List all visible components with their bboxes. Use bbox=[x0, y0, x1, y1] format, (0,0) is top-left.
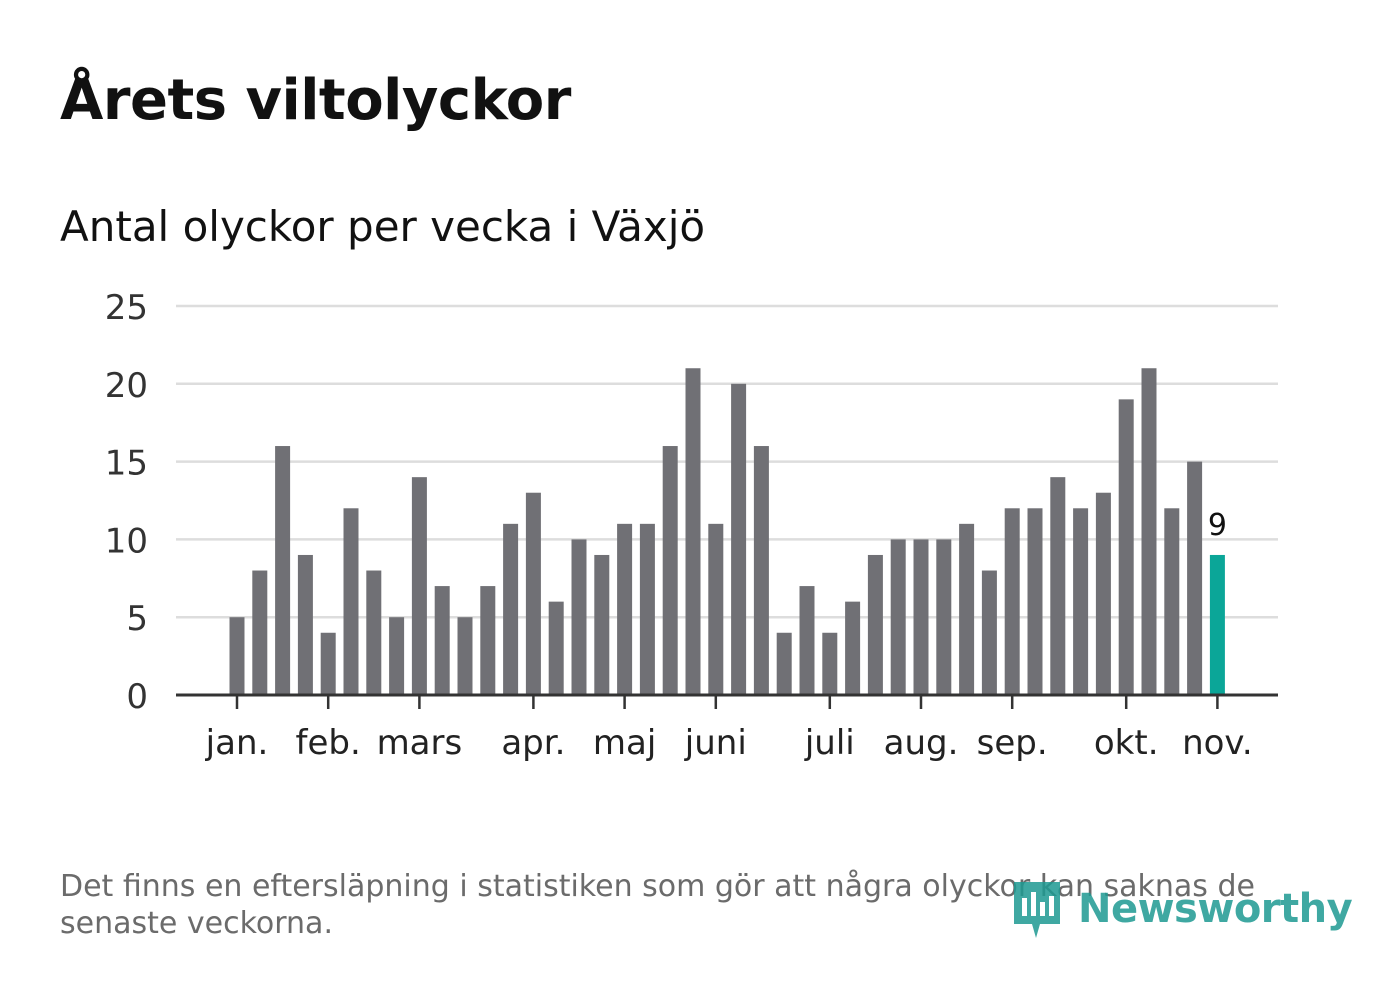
bar-week-41 bbox=[1141, 368, 1157, 695]
bar-week-16 bbox=[571, 539, 587, 695]
y-tick-label-15: 15 bbox=[105, 444, 148, 484]
bar-week-28 bbox=[845, 601, 861, 695]
data-labels: 9 bbox=[1208, 508, 1227, 543]
bar-week-38 bbox=[1073, 508, 1089, 695]
bar-week-23 bbox=[731, 383, 747, 695]
bar-week-5 bbox=[320, 632, 336, 695]
bar-week-34 bbox=[981, 570, 997, 695]
x-tick-label: jan. bbox=[205, 723, 269, 763]
bar-week-31 bbox=[913, 539, 929, 695]
bar-week-7 bbox=[366, 570, 382, 695]
bar-series bbox=[229, 368, 1225, 695]
newsworthy-logo-icon bbox=[1014, 882, 1060, 938]
bar-week-9 bbox=[411, 477, 427, 695]
bar-week-10 bbox=[434, 586, 450, 695]
bar-week-6 bbox=[343, 508, 359, 695]
x-tick-label: nov. bbox=[1182, 723, 1253, 763]
bar-week-37 bbox=[1050, 477, 1066, 695]
bar-week-36 bbox=[1027, 508, 1043, 695]
bar-week-33 bbox=[959, 523, 975, 695]
bar-week-13 bbox=[503, 523, 519, 695]
y-tick-label-20: 20 bbox=[105, 366, 148, 406]
bar-week-18 bbox=[617, 523, 633, 695]
highlight-value-label: 9 bbox=[1208, 508, 1227, 543]
x-tick-label: sep. bbox=[977, 723, 1048, 763]
bar-week-11 bbox=[457, 617, 473, 695]
grid-lines bbox=[176, 304, 1278, 619]
y-axis-ticks: 0 5 10 15 20 25 bbox=[105, 288, 148, 717]
bar-week-4 bbox=[297, 554, 313, 695]
bar-week-15 bbox=[548, 601, 564, 695]
x-axis: jan. feb. mars apr. maj juni juli aug. sep. okt. n… bbox=[176, 693, 1278, 763]
x-tick-label: apr. bbox=[501, 723, 565, 763]
bar-week-2 bbox=[252, 570, 268, 695]
bar-week-30 bbox=[890, 539, 906, 695]
bar-week-29 bbox=[867, 554, 883, 695]
x-tick-label: okt. bbox=[1094, 723, 1159, 763]
chart-title: Årets viltolyckor bbox=[60, 68, 571, 133]
bar-week-1 bbox=[229, 617, 245, 695]
newsworthy-logo-text: Newsworthy bbox=[1078, 886, 1353, 932]
x-tick-label: juli bbox=[804, 723, 855, 763]
y-tick-label-25: 25 bbox=[105, 288, 148, 328]
bar-week-25 bbox=[776, 632, 792, 695]
y-tick-label-0: 0 bbox=[126, 677, 148, 717]
bar-week-12 bbox=[480, 586, 496, 695]
bar-week-22 bbox=[708, 523, 724, 695]
x-tick-label: aug. bbox=[884, 723, 959, 763]
bar-week-32 bbox=[936, 539, 952, 695]
bar-week-20 bbox=[662, 446, 678, 695]
bar-week-40 bbox=[1118, 399, 1134, 695]
bar-week-26 bbox=[799, 586, 815, 695]
y-tick-label-5: 5 bbox=[126, 599, 148, 639]
bar-week-19 bbox=[639, 523, 655, 695]
bar-week-39 bbox=[1095, 492, 1111, 695]
bar-week-42 bbox=[1164, 508, 1180, 695]
x-tick-label: mars bbox=[377, 723, 463, 763]
x-tick-label: maj bbox=[593, 723, 656, 763]
bar-week-43 bbox=[1187, 461, 1203, 695]
x-tick-label: feb. bbox=[296, 723, 361, 763]
bar-week-3 bbox=[275, 446, 291, 695]
bar-week-8 bbox=[389, 617, 405, 695]
bar-week-21 bbox=[685, 368, 701, 695]
bar-week-27 bbox=[822, 632, 838, 695]
bar-week-24 bbox=[753, 446, 769, 695]
x-tick-label: juni bbox=[684, 723, 747, 763]
chart-subtitle: Antal olyckor per vecka i Växjö bbox=[60, 202, 706, 251]
bar-week-17 bbox=[594, 554, 610, 695]
bar-week-35 bbox=[1004, 508, 1020, 695]
bar-week-44 bbox=[1209, 554, 1225, 695]
bar-week-14 bbox=[525, 492, 541, 695]
y-tick-label-10: 10 bbox=[105, 521, 148, 561]
newsworthy-logo: Newsworthy bbox=[1012, 878, 1353, 940]
